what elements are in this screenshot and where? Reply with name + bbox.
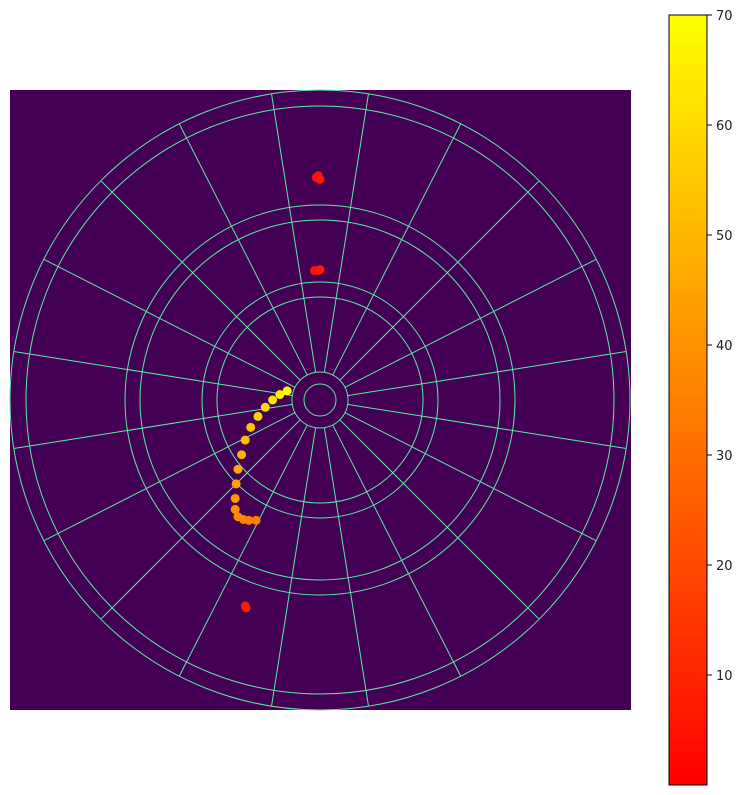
sector-line <box>332 424 462 677</box>
data-point <box>240 435 250 445</box>
data-point <box>315 174 325 184</box>
sector-line <box>13 351 293 397</box>
ring-circle <box>139 219 501 581</box>
sector-line <box>347 351 627 397</box>
colorbar-tick-label: 10 <box>716 669 733 684</box>
data-point <box>253 411 263 421</box>
dartboard-grid <box>9 89 631 711</box>
ring-circle <box>25 105 615 695</box>
data-point <box>260 402 270 412</box>
ring-circle <box>9 89 631 711</box>
data-point <box>241 603 251 613</box>
data-points <box>230 171 325 613</box>
sector-line <box>271 93 317 373</box>
sector-line <box>100 180 301 381</box>
colorbar-tick-label: 60 <box>716 119 733 134</box>
data-point <box>315 265 325 275</box>
data-point <box>230 504 240 514</box>
sector-line <box>178 123 308 376</box>
data-point <box>237 450 247 460</box>
data-point <box>282 386 292 396</box>
colorbar-tick-label: 30 <box>716 449 733 464</box>
colorbar-tick-label: 40 <box>716 339 733 354</box>
data-point <box>230 493 240 503</box>
sector-line <box>43 258 296 388</box>
sector-line <box>347 403 627 449</box>
sector-line <box>323 93 369 373</box>
sector-line <box>100 419 301 620</box>
ring-circle <box>201 281 439 519</box>
sector-line <box>344 258 597 388</box>
data-point <box>233 464 243 474</box>
ring-circle <box>291 371 349 429</box>
sector-line <box>339 180 540 381</box>
sector-line <box>43 412 296 542</box>
sector-line <box>323 427 369 707</box>
colorbar-ticks: 10 20 30 40 50 60 70 <box>707 9 733 684</box>
data-point <box>244 515 254 525</box>
data-point <box>275 390 285 400</box>
ring-circle <box>124 204 516 596</box>
sector-line <box>271 427 317 707</box>
sector-line <box>13 403 293 449</box>
colorbar-tick-label: 50 <box>716 229 733 244</box>
ring-circle <box>216 296 424 504</box>
ring-circle <box>303 383 337 417</box>
sector-line <box>344 412 597 542</box>
data-point <box>231 479 241 489</box>
colorbar <box>668 14 708 786</box>
data-point <box>251 515 261 525</box>
data-point <box>246 422 256 432</box>
colorbar-tick-label: 70 <box>716 9 733 24</box>
data-point <box>268 395 278 405</box>
colorbar-tick-label: 20 <box>716 559 733 574</box>
sector-line <box>339 419 540 620</box>
sector-line <box>332 123 462 376</box>
sector-line <box>178 424 308 677</box>
